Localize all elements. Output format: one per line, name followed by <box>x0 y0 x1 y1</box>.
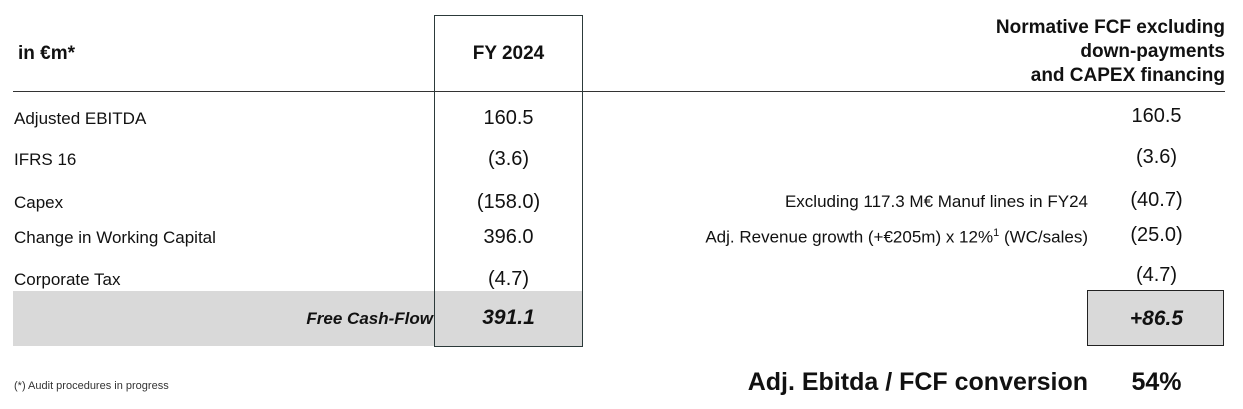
normative-value: (3.6) <box>1135 146 1178 168</box>
total-label: Free Cash-Flow <box>306 309 433 328</box>
fy-value: (158.0) <box>476 191 541 213</box>
fy-column-header: FY 2024 <box>472 43 545 64</box>
fy-value: (3.6) <box>487 148 530 170</box>
row-label: Corporate Tax <box>14 270 121 289</box>
conversion-label: Adj. Ebitda / FCF conversion <box>747 368 1088 396</box>
note-main: Adj. Revenue growth (+€205m) x 12% <box>705 227 994 247</box>
total-fy-value: 391.1 <box>482 306 535 329</box>
row-label: Adjusted EBITDA <box>14 109 147 128</box>
fy-column-box <box>434 15 583 347</box>
capex-note: Excluding 117.3 M€ Manuf lines in FY24 <box>784 192 1088 211</box>
normative-total-box <box>1087 290 1224 346</box>
conversion-value: 54% <box>1131 368 1182 396</box>
normative-value: (25.0) <box>1130 224 1183 246</box>
working-capital-note: Adj. Revenue growth (+€205m) x 12%1 (WC/… <box>705 227 1088 248</box>
header-divider <box>13 91 1225 92</box>
total-row-band <box>13 291 583 346</box>
normative-value: (4.7) <box>1135 264 1178 286</box>
normative-column-header: Normative FCF excluding down-payments an… <box>996 16 1225 88</box>
audit-footnote: (*) Audit procedures in progress <box>14 380 169 392</box>
fy-value: 160.5 <box>483 107 534 129</box>
fy-value: 396.0 <box>483 226 534 248</box>
row-label: Capex <box>14 193 64 212</box>
note-tail: (WC/sales) <box>999 227 1088 247</box>
normative-header-line: and CAPEX financing <box>1030 65 1225 86</box>
row-label: Change in Working Capital <box>14 228 216 247</box>
total-normative-value: +86.5 <box>1129 307 1184 330</box>
normative-header-line: Normative FCF excluding <box>995 17 1225 38</box>
fy-value: (4.7) <box>487 268 530 290</box>
footnote-marker: 1 <box>993 227 1000 239</box>
normative-value: (40.7) <box>1130 189 1183 211</box>
normative-value: 160.5 <box>1131 105 1182 127</box>
normative-header-line: down-payments <box>1080 41 1225 62</box>
unit-label: in €m* <box>18 43 76 64</box>
row-label: IFRS 16 <box>14 150 77 169</box>
